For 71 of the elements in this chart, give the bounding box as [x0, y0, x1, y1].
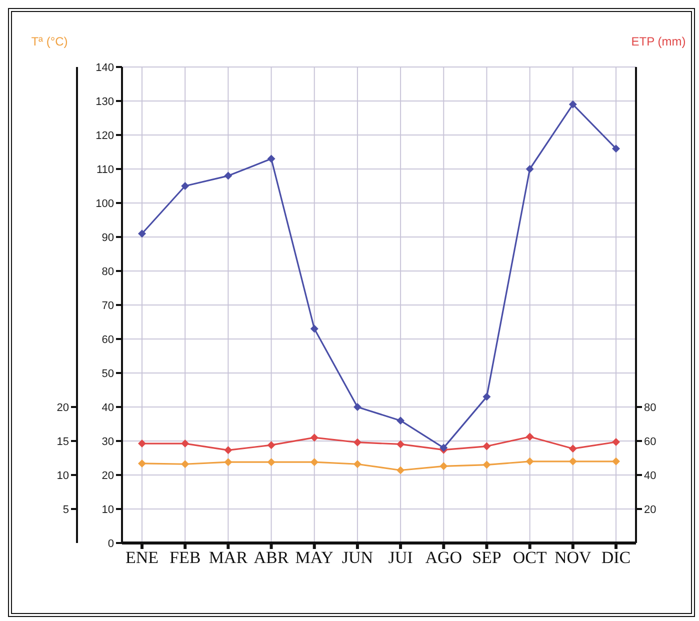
- point: [310, 434, 318, 442]
- y3-tick-label: 40: [644, 470, 656, 482]
- point: [526, 432, 534, 441]
- x-tick-label: FEB: [169, 548, 201, 568]
- y3-tick-label: 20: [644, 504, 656, 516]
- point: [310, 324, 318, 333]
- point: [568, 457, 577, 466]
- point: [224, 458, 232, 466]
- point: [482, 460, 491, 469]
- x-tick-label: ENE: [125, 548, 159, 568]
- point: [353, 438, 362, 446]
- y-tick-label: 90: [102, 232, 114, 244]
- point: [612, 144, 620, 153]
- y2-tick-label: 5: [62, 504, 69, 516]
- point: [396, 416, 405, 425]
- y2-tick-label: 20: [56, 402, 69, 414]
- y-tick-label: 80: [102, 266, 114, 278]
- y-tick-label: 20: [102, 470, 114, 482]
- y-tick-label: 40: [102, 402, 114, 414]
- x-tick-label: DIC: [601, 548, 631, 568]
- point: [353, 460, 362, 468]
- point: [138, 459, 146, 468]
- point: [568, 100, 577, 108]
- x-tick-label: OCT: [512, 548, 548, 568]
- x-tick-label: JUI: [388, 548, 414, 568]
- y-tick-label: 100: [96, 198, 114, 210]
- point: [482, 442, 491, 450]
- point: [526, 457, 534, 466]
- point: [353, 403, 362, 411]
- y2-tick-label: 10: [56, 470, 69, 482]
- point: [612, 438, 620, 446]
- y3-tick-label: 60: [644, 436, 656, 448]
- x-tick-label: JUN: [342, 548, 374, 568]
- x-tick-label: MAY: [295, 548, 334, 568]
- point: [181, 440, 190, 448]
- point: [181, 460, 190, 468]
- y-tick-label: 50: [102, 368, 114, 380]
- point: [440, 462, 448, 470]
- y-tick-label: 30: [102, 436, 114, 448]
- y-tick-label: 140: [96, 62, 114, 74]
- x-tick-label: ABR: [254, 548, 290, 568]
- point: [138, 230, 146, 238]
- point: [267, 154, 276, 163]
- y-tick-label: 110: [96, 164, 114, 176]
- x-tick-label: AGO: [425, 548, 462, 568]
- point: [526, 165, 534, 173]
- point: [267, 458, 276, 466]
- y-tick-label: 70: [102, 300, 114, 312]
- y3-axis-title: ETP (mm): [631, 34, 686, 49]
- point: [310, 458, 318, 466]
- point: [138, 440, 146, 448]
- y2-tick-label: 15: [56, 436, 69, 448]
- x-tick-label: MAR: [208, 548, 248, 568]
- point: [396, 440, 405, 448]
- point: [267, 441, 276, 450]
- x-tick-label: SEP: [472, 548, 502, 568]
- point: [224, 446, 232, 454]
- point: [181, 182, 190, 190]
- x-tick-label: NOV: [554, 548, 592, 568]
- point: [568, 444, 577, 453]
- point: [612, 457, 620, 466]
- y-tick-label: 130: [96, 96, 114, 108]
- y2-axis-title: Tª (°C): [31, 34, 68, 49]
- y3-tick-label: 80: [644, 402, 656, 414]
- point: [396, 466, 405, 474]
- y-tick-label: 120: [96, 130, 114, 142]
- point: [224, 172, 232, 180]
- y-tick-label: 60: [102, 334, 114, 346]
- y-tick-label: 10: [102, 504, 114, 516]
- y-tick-label: 0: [108, 538, 114, 550]
- point: [482, 392, 491, 401]
